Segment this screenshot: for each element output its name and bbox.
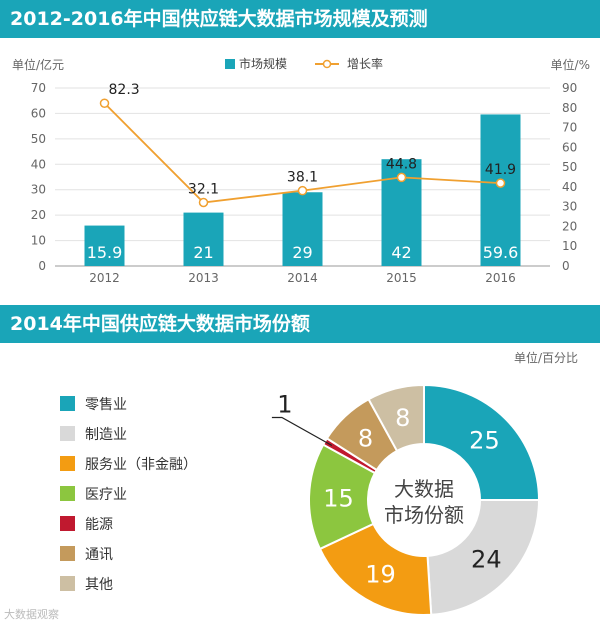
left-tick-label: 40 bbox=[31, 157, 46, 171]
bar-value-label: 59.6 bbox=[483, 243, 519, 262]
legend-marker-growth bbox=[322, 59, 332, 69]
legend-swatch-0 bbox=[60, 396, 75, 411]
slice-1 bbox=[426, 499, 541, 616]
right-tick-label: 0 bbox=[562, 259, 570, 273]
bar-2013 bbox=[183, 212, 224, 266]
legend-label-2: 服务业（非金融） bbox=[85, 457, 197, 473]
bar-value-label: 15.9 bbox=[87, 243, 123, 262]
slice-0 bbox=[423, 383, 541, 501]
slice-label-5: 8 bbox=[358, 425, 373, 453]
growth-point-2015 bbox=[396, 172, 407, 183]
slice-label-4: 1 bbox=[277, 391, 292, 419]
bar-2012 bbox=[84, 225, 125, 266]
growth-point-2014 bbox=[297, 185, 308, 196]
right-tick-label: 80 bbox=[562, 101, 577, 115]
x-tick-label: 2014 bbox=[287, 271, 318, 285]
right-tick-label: 10 bbox=[562, 239, 577, 253]
left-tick-label: 70 bbox=[31, 81, 46, 95]
right-tick-label: 70 bbox=[562, 121, 577, 135]
growth-point-2012 bbox=[99, 98, 110, 108]
right-tick-label: 90 bbox=[562, 81, 577, 95]
legend-label-growth: 增长率 bbox=[347, 56, 383, 71]
growth-value-label: 41.9 bbox=[485, 162, 516, 178]
right-tick-label: 30 bbox=[562, 200, 577, 214]
bar-2014 bbox=[282, 192, 323, 266]
legend-label-0: 零售业 bbox=[85, 397, 127, 413]
legend-swatch-5 bbox=[60, 546, 75, 561]
legend-swatch-1 bbox=[60, 426, 75, 441]
growth-point-2013 bbox=[198, 197, 209, 208]
slice-leader-4 bbox=[271, 416, 333, 447]
legend-label-market-size: 市场规模 bbox=[239, 56, 287, 71]
legend-label-3: 医疗业 bbox=[85, 487, 127, 503]
legend-swatch-3 bbox=[60, 486, 75, 501]
watermark: 大数据观察 bbox=[4, 608, 59, 621]
bar-line-chart: 单位/亿元 单位/% 0 10 20 30 40 50 60 70 0 10 20 30 40 50 60 70 8… bbox=[12, 56, 590, 285]
x-tick-label: 2013 bbox=[188, 271, 219, 285]
legend-swatch-market-size bbox=[225, 59, 235, 69]
donut-center-label-1: 大数据 bbox=[394, 477, 454, 501]
legend-label-1: 制造业 bbox=[85, 427, 127, 443]
slice-label-2: 19 bbox=[365, 561, 396, 589]
right-tick-label: 60 bbox=[562, 140, 577, 154]
pie-unit-label: 单位/百分比 bbox=[514, 350, 578, 365]
legend-swatch-2 bbox=[60, 456, 75, 471]
legend-swatch-4 bbox=[60, 516, 75, 531]
slice-label-0: 25 bbox=[469, 427, 500, 455]
slice-label-1: 24 bbox=[471, 546, 502, 574]
bar-value-label: 21 bbox=[193, 243, 213, 262]
x-tick-label: 2016 bbox=[485, 271, 516, 285]
legend-swatch-6 bbox=[60, 576, 75, 591]
slice-6 bbox=[367, 383, 425, 453]
left-tick-label: 0 bbox=[38, 259, 46, 273]
bar-chart-title: 2012-2016年中国供应链大数据市场规模及预测 bbox=[0, 0, 600, 38]
right-tick-label: 20 bbox=[562, 219, 577, 233]
growth-value-label: 82.3 bbox=[109, 82, 140, 98]
left-tick-label: 60 bbox=[31, 106, 46, 120]
left-tick-label: 30 bbox=[31, 183, 46, 197]
legend-label-5: 通讯 bbox=[85, 547, 113, 563]
growth-value-label: 44.8 bbox=[386, 156, 417, 172]
left-axis-unit: 单位/亿元 bbox=[12, 57, 64, 72]
right-tick-label: 50 bbox=[562, 160, 577, 174]
slice-label-3: 15 bbox=[323, 484, 354, 512]
donut-center-label-2: 市场份额 bbox=[384, 503, 464, 527]
slice-2 bbox=[318, 522, 433, 616]
left-tick-label: 50 bbox=[31, 132, 46, 146]
bar-value-label: 29 bbox=[292, 243, 312, 262]
legend-label-4: 能源 bbox=[85, 517, 113, 533]
growth-value-label: 32.1 bbox=[188, 182, 219, 198]
growth-value-label: 38.1 bbox=[287, 170, 318, 186]
x-tick-label: 2015 bbox=[386, 271, 417, 285]
slice-label-6: 8 bbox=[395, 404, 410, 432]
pie-chart-title: 2014年中国供应链大数据市场份额 bbox=[0, 305, 600, 343]
bar-2016 bbox=[480, 114, 521, 267]
left-tick-label: 10 bbox=[31, 234, 46, 248]
x-tick-label: 2012 bbox=[89, 271, 120, 285]
legend-label-6: 其他 bbox=[85, 577, 113, 593]
bar-value-label: 42 bbox=[391, 243, 411, 262]
right-axis-unit: 单位/% bbox=[551, 57, 590, 72]
growth-point-2016 bbox=[495, 178, 506, 188]
right-tick-label: 40 bbox=[562, 180, 577, 194]
left-tick-label: 20 bbox=[31, 208, 46, 222]
